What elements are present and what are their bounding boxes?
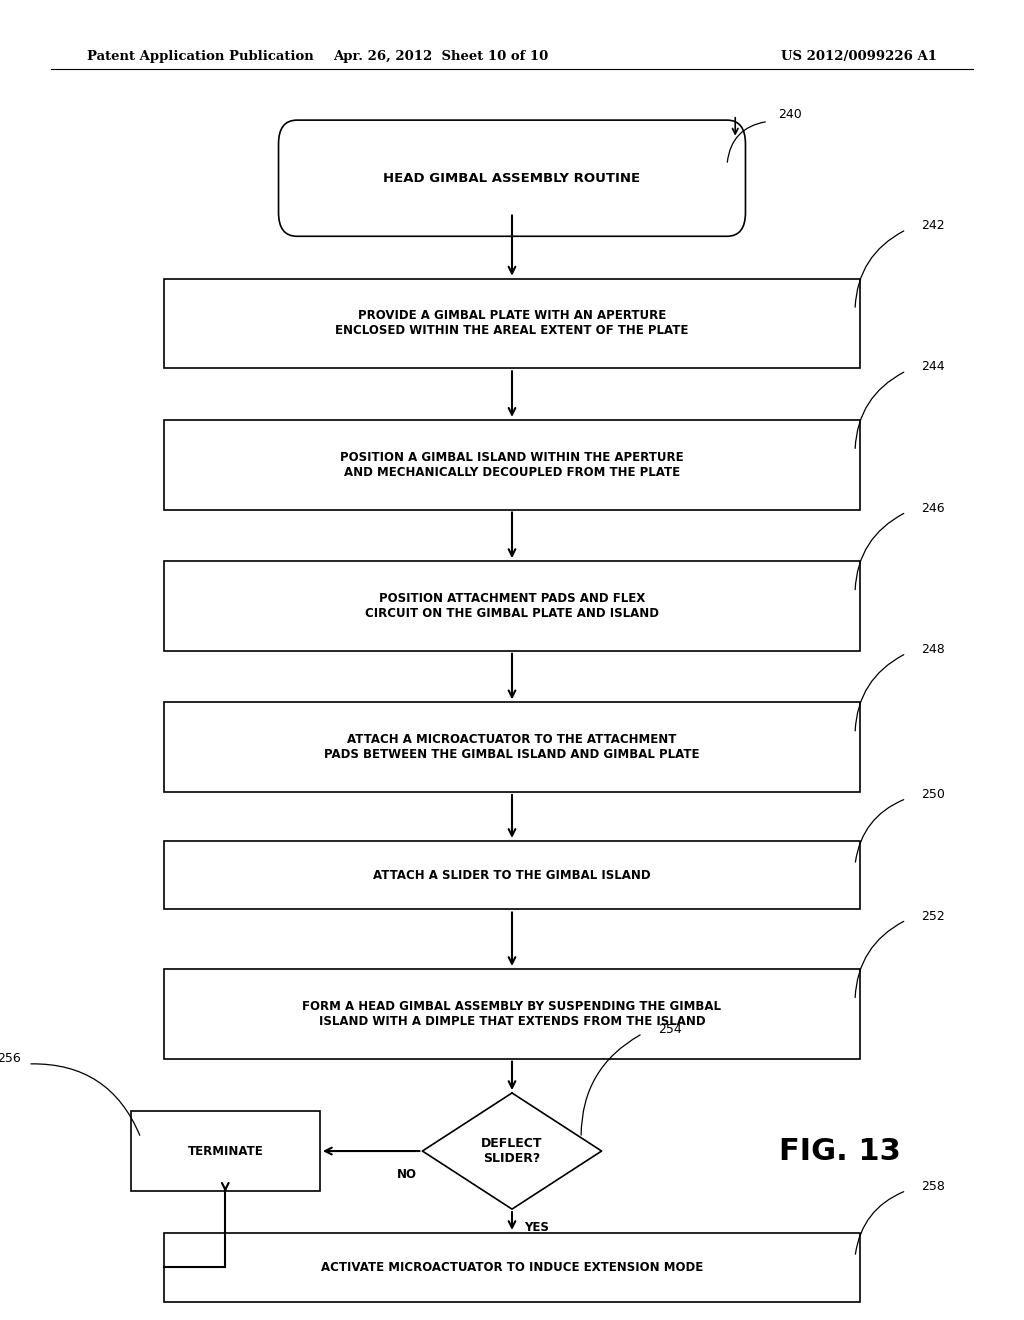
Text: YES: YES xyxy=(524,1221,549,1234)
Text: PROVIDE A GIMBAL PLATE WITH AN APERTURE
ENCLOSED WITHIN THE AREAL EXTENT OF THE : PROVIDE A GIMBAL PLATE WITH AN APERTURE … xyxy=(335,309,689,338)
Text: 252: 252 xyxy=(922,909,945,923)
Bar xyxy=(164,702,860,792)
Text: FORM A HEAD GIMBAL ASSEMBLY BY SUSPENDING THE GIMBAL
ISLAND WITH A DIMPLE THAT E: FORM A HEAD GIMBAL ASSEMBLY BY SUSPENDIN… xyxy=(302,999,722,1028)
Bar xyxy=(164,420,860,510)
Bar xyxy=(164,279,860,368)
Text: 250: 250 xyxy=(922,788,945,801)
Text: ATTACH A SLIDER TO THE GIMBAL ISLAND: ATTACH A SLIDER TO THE GIMBAL ISLAND xyxy=(373,869,651,882)
Bar xyxy=(164,969,860,1059)
Text: DEFLECT
SLIDER?: DEFLECT SLIDER? xyxy=(481,1137,543,1166)
Text: 240: 240 xyxy=(778,108,802,121)
Text: NO: NO xyxy=(397,1168,418,1181)
Text: 254: 254 xyxy=(658,1023,682,1036)
Bar xyxy=(164,1233,860,1302)
Text: ATTACH A MICROACTUATOR TO THE ATTACHMENT
PADS BETWEEN THE GIMBAL ISLAND AND GIMB: ATTACH A MICROACTUATOR TO THE ATTACHMENT… xyxy=(325,733,699,762)
Text: 258: 258 xyxy=(922,1180,945,1193)
Bar xyxy=(164,841,860,909)
Text: US 2012/0099226 A1: US 2012/0099226 A1 xyxy=(781,50,937,63)
Text: FIG. 13: FIG. 13 xyxy=(779,1137,900,1166)
Text: 248: 248 xyxy=(922,643,945,656)
Text: Apr. 26, 2012  Sheet 10 of 10: Apr. 26, 2012 Sheet 10 of 10 xyxy=(333,50,548,63)
Text: Patent Application Publication: Patent Application Publication xyxy=(87,50,313,63)
Bar xyxy=(131,1111,319,1191)
Bar xyxy=(164,561,860,651)
Text: POSITION ATTACHMENT PADS AND FLEX
CIRCUIT ON THE GIMBAL PLATE AND ISLAND: POSITION ATTACHMENT PADS AND FLEX CIRCUI… xyxy=(365,591,659,620)
Text: 256: 256 xyxy=(0,1052,22,1065)
Text: 242: 242 xyxy=(922,219,945,232)
Text: ACTIVATE MICROACTUATOR TO INDUCE EXTENSION MODE: ACTIVATE MICROACTUATOR TO INDUCE EXTENSI… xyxy=(321,1261,703,1274)
Text: TERMINATE: TERMINATE xyxy=(187,1144,263,1158)
Polygon shape xyxy=(422,1093,602,1209)
Text: 246: 246 xyxy=(922,502,945,515)
FancyBboxPatch shape xyxy=(279,120,745,236)
Text: POSITION A GIMBAL ISLAND WITHIN THE APERTURE
AND MECHANICALLY DECOUPLED FROM THE: POSITION A GIMBAL ISLAND WITHIN THE APER… xyxy=(340,450,684,479)
Text: HEAD GIMBAL ASSEMBLY ROUTINE: HEAD GIMBAL ASSEMBLY ROUTINE xyxy=(383,172,641,185)
Text: 244: 244 xyxy=(922,360,945,374)
